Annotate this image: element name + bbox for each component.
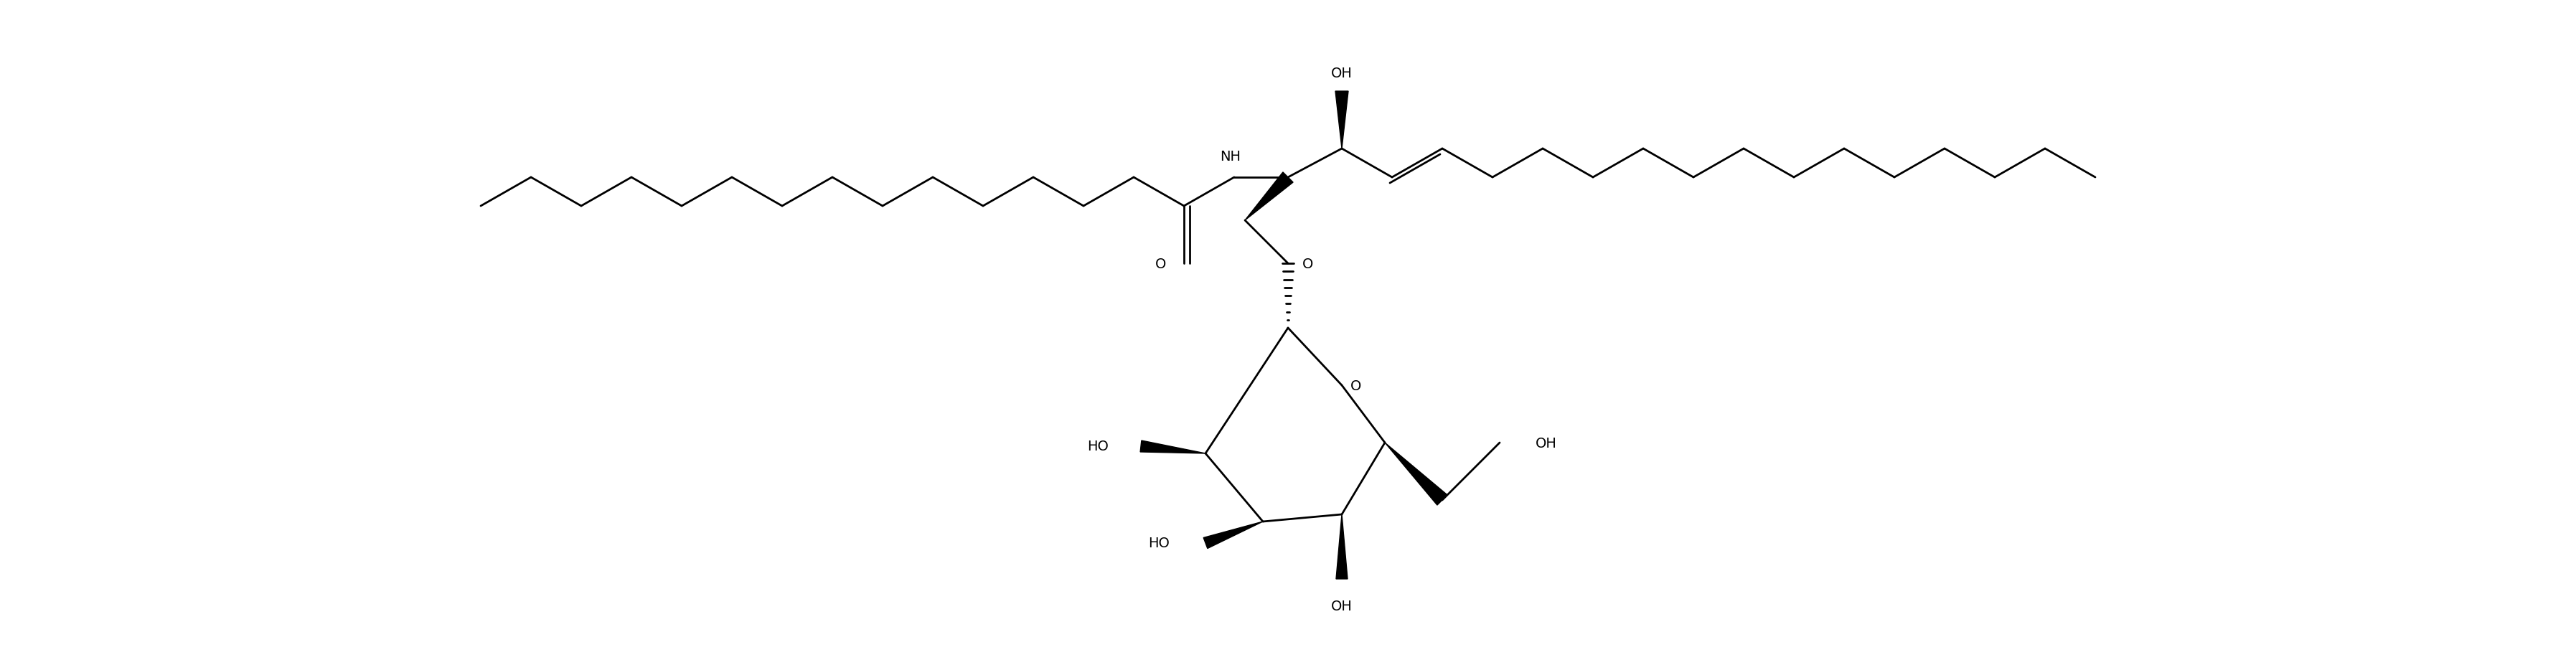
Text: O: O: [1154, 257, 1167, 271]
Text: HO: HO: [1149, 537, 1170, 550]
Polygon shape: [1203, 521, 1262, 549]
Polygon shape: [1334, 92, 1347, 149]
Polygon shape: [1337, 515, 1347, 579]
Text: NH: NH: [1221, 150, 1242, 164]
Text: O: O: [1350, 379, 1360, 392]
Polygon shape: [1244, 173, 1293, 221]
Text: O: O: [1301, 257, 1314, 271]
Text: OH: OH: [1535, 436, 1556, 450]
Polygon shape: [1141, 441, 1206, 454]
Text: HO: HO: [1087, 440, 1108, 454]
Polygon shape: [1383, 443, 1448, 505]
Text: OH: OH: [1332, 66, 1352, 80]
Text: OH: OH: [1332, 599, 1352, 612]
